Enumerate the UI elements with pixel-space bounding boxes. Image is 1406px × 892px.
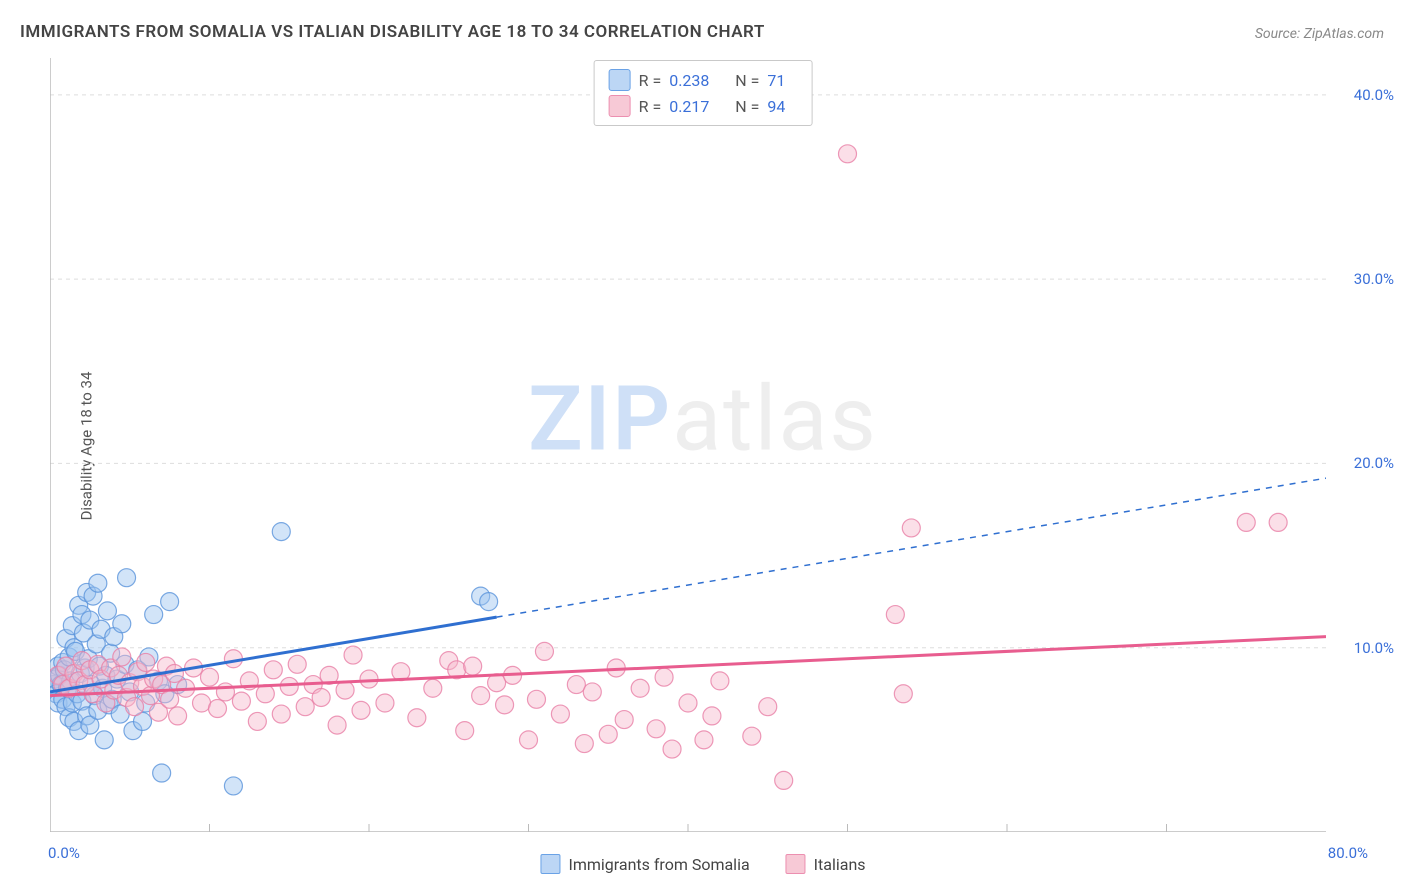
scatter-chart <box>50 58 1326 832</box>
x-tick-min: 0.0% <box>48 844 80 862</box>
correlation-legend: R = 0.238 N = 71 R = 0.217 N = 94 <box>594 60 813 126</box>
n-label: N = <box>735 71 759 90</box>
n-value: 71 <box>767 71 797 90</box>
legend-item: Immigrants from Somalia <box>540 854 749 874</box>
r-value: 0.238 <box>669 71 719 90</box>
legend-row: R = 0.217 N = 94 <box>609 93 798 119</box>
legend-item: Italians <box>786 854 866 874</box>
r-value: 0.217 <box>669 97 719 116</box>
legend-swatch <box>540 854 560 874</box>
x-tick-max: 80.0% <box>1328 844 1368 862</box>
legend-row: R = 0.238 N = 71 <box>609 67 798 93</box>
y-tick-label: 10.0% <box>1354 639 1394 657</box>
chart-area: 10.0%20.0%30.0%40.0% <box>50 58 1326 832</box>
legend-swatch <box>786 854 806 874</box>
legend-label: Immigrants from Somalia <box>568 855 749 874</box>
series-legend: Immigrants from Somalia Italians <box>540 854 865 874</box>
page-title: IMMIGRANTS FROM SOMALIA VS ITALIAN DISAB… <box>20 22 765 42</box>
n-value: 94 <box>767 97 797 116</box>
r-label: R = <box>639 97 662 116</box>
n-label: N = <box>735 97 759 116</box>
legend-swatch <box>609 69 631 91</box>
source-attribution: Source: ZipAtlas.com <box>1255 26 1384 42</box>
legend-label: Italians <box>814 855 866 874</box>
r-label: R = <box>639 71 662 90</box>
y-tick-label: 40.0% <box>1354 86 1394 104</box>
y-tick-label: 30.0% <box>1354 270 1394 288</box>
legend-swatch <box>609 95 631 117</box>
y-tick-label: 20.0% <box>1354 454 1394 472</box>
